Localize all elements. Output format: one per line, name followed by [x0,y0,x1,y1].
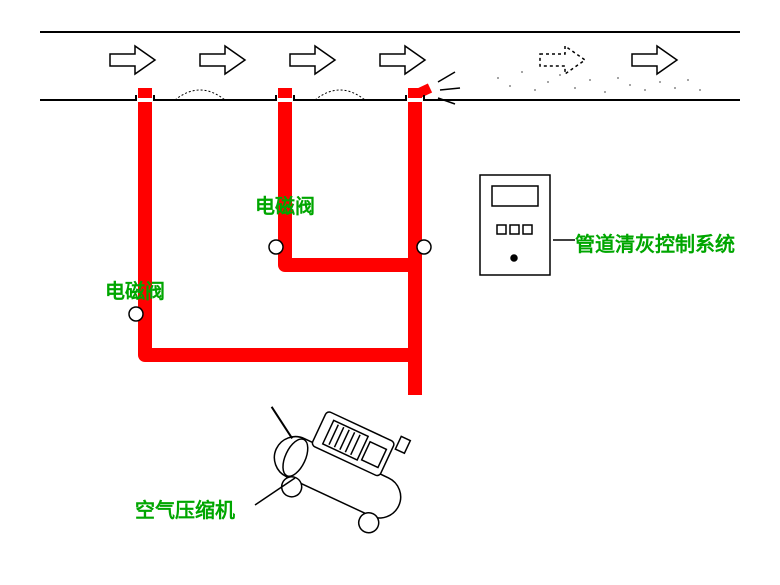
valve-left-label: 电磁阀 [105,275,165,304]
dotted-arrow-2 [632,46,677,74]
dust-piles [175,90,365,100]
pipes [145,88,430,395]
valves [129,240,431,321]
compressor-label: 空气压缩机 [135,494,235,523]
valve-right-icon [417,240,431,254]
valve-mid-label: 电磁阀 [255,190,315,219]
diagram-canvas: 电磁阀 电磁阀 管道清灰控制系统 空气压缩机 [0,0,780,585]
controller-box [480,175,550,275]
drift-particles [497,71,701,93]
flow-arrows [110,46,677,74]
air-compressor [240,381,425,540]
dotted-arrow-1 [540,46,585,74]
controller-label: 管道清灰控制系统 [575,228,735,257]
valve-mid-icon [269,240,283,254]
valve-left-icon [129,307,143,321]
